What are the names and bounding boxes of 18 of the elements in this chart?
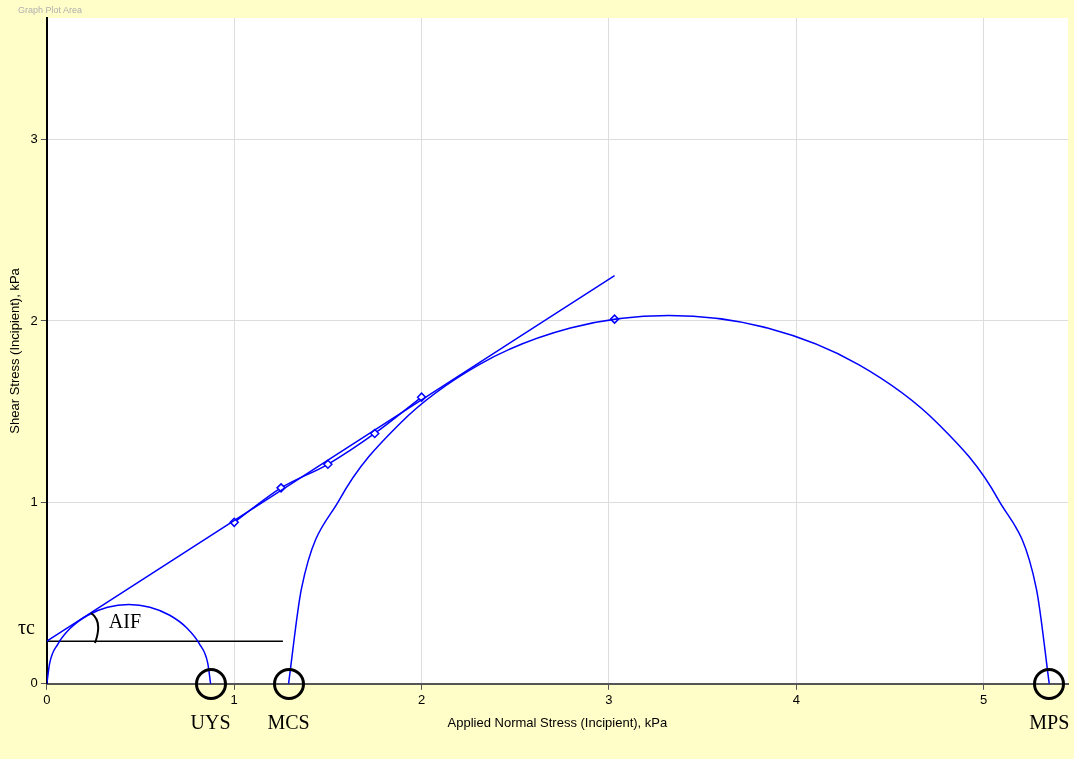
annotation: MPS [1029,711,1070,734]
y-axis-title: Shear Stress (Incipient), kPa [7,267,23,434]
x-tick-label: 1 [230,692,238,708]
x-tick-label: 5 [980,692,988,708]
y-tick-label: 1 [30,493,38,509]
annotation: UYS [190,711,231,734]
annotation: AIF [108,610,142,633]
x-tick-label: 3 [605,692,613,708]
annotation: τc [17,616,35,639]
y-tick-label: 2 [30,312,38,328]
x-tick-label: 2 [417,692,426,708]
annotation: MCS [267,711,310,734]
x-tick-label: 0 [43,692,51,708]
x-tick-label: 4 [792,692,800,708]
x-axis-title: Applied Normal Stress (Incipient), kPa [447,714,668,730]
y-tick-label: 0 [30,675,38,691]
y-tick-label: 3 [30,131,38,147]
text: Graph Plot Area [18,4,83,15]
